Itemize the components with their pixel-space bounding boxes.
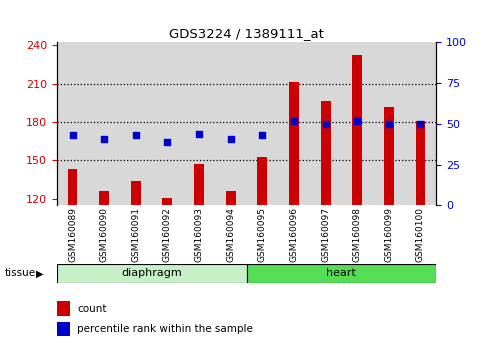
- Bar: [120, 42, 152, 205]
- Text: tissue: tissue: [5, 268, 36, 279]
- Bar: [152, 42, 183, 205]
- Text: ▶: ▶: [36, 268, 43, 279]
- Point: [164, 139, 172, 145]
- Bar: [257, 156, 267, 205]
- Bar: [57, 321, 70, 336]
- Point: [69, 132, 76, 138]
- Point: [195, 131, 203, 137]
- Bar: [320, 102, 331, 205]
- Bar: [405, 42, 436, 205]
- Text: count: count: [77, 304, 107, 314]
- Bar: [194, 164, 204, 205]
- Point: [258, 132, 266, 138]
- Bar: [88, 42, 120, 205]
- Bar: [57, 42, 88, 205]
- Point: [227, 136, 235, 141]
- Bar: [416, 121, 425, 205]
- Bar: [57, 301, 70, 316]
- Text: diaphragm: diaphragm: [121, 268, 182, 279]
- Point: [385, 121, 393, 127]
- Title: GDS3224 / 1389111_at: GDS3224 / 1389111_at: [169, 27, 324, 40]
- Point: [290, 118, 298, 124]
- Bar: [226, 191, 236, 205]
- Bar: [341, 42, 373, 205]
- Point: [132, 132, 140, 138]
- Bar: [278, 42, 310, 205]
- Point: [353, 118, 361, 124]
- Point: [321, 121, 329, 127]
- Bar: [131, 181, 141, 205]
- FancyBboxPatch shape: [57, 264, 246, 283]
- Text: percentile rank within the sample: percentile rank within the sample: [77, 324, 253, 334]
- Point: [417, 121, 424, 127]
- Bar: [352, 55, 362, 205]
- Bar: [384, 107, 394, 205]
- Text: heart: heart: [326, 268, 356, 279]
- Bar: [289, 82, 299, 205]
- Bar: [373, 42, 405, 205]
- Bar: [215, 42, 246, 205]
- Bar: [183, 42, 215, 205]
- Point: [100, 136, 108, 141]
- Bar: [310, 42, 341, 205]
- Bar: [68, 170, 77, 205]
- Bar: [246, 42, 278, 205]
- Bar: [162, 198, 173, 205]
- Bar: [99, 191, 109, 205]
- FancyBboxPatch shape: [246, 264, 436, 283]
